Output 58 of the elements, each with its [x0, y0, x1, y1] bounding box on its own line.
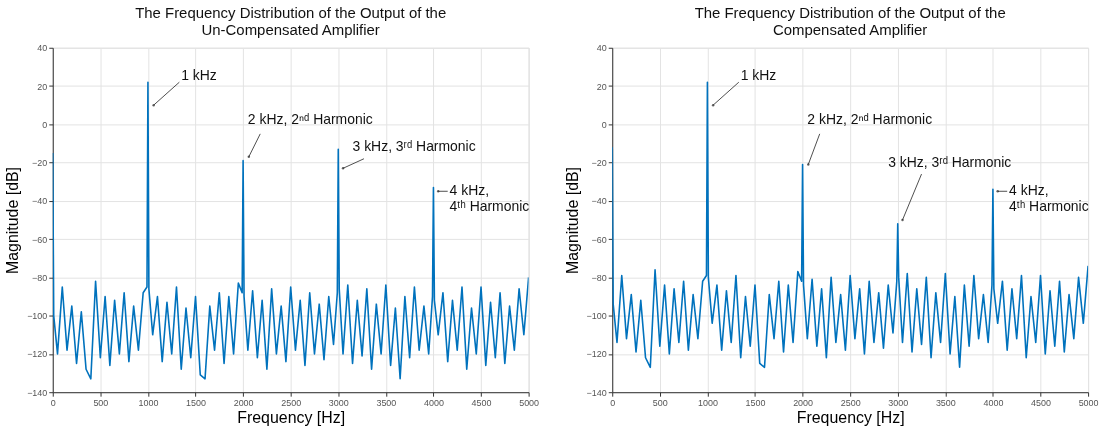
x-tick-label: 4000: [423, 397, 444, 408]
y-tick-label: −120: [27, 349, 48, 360]
x-tick-label: 1500: [745, 397, 766, 408]
y-tick-label: 40: [37, 43, 48, 54]
chart-title: The Frequency Distribution of the Output of the Compensated Amplifier: [694, 3, 1006, 38]
annotation: 2 kHz, 2ⁿᵈ Harmonic: [807, 111, 933, 128]
annotation: 3 kHz, 3ʳᵈ Harmonic: [352, 138, 476, 155]
annotation: 3 kHz, 3ʳᵈ Harmonic: [888, 153, 1012, 170]
y-tick-label: −120: [586, 349, 607, 360]
x-axis-title: Frequency [Hz]: [796, 408, 905, 426]
line-series: [612, 81, 1089, 369]
y-tick-label: −80: [591, 272, 607, 283]
y-axis-title: Magnitude [dB]: [4, 166, 22, 274]
x-tick-label: 5000: [1078, 397, 1099, 408]
x-tick-label: 2000: [233, 397, 254, 408]
x-tick-label: 3500: [935, 397, 956, 408]
x-tick-label: 500: [93, 397, 109, 408]
x-tick-label: 3000: [328, 397, 349, 408]
annotation: 4 kHz, 4ᵗʰ Harmonic: [1009, 182, 1089, 215]
x-axis-title: Frequency [Hz]: [237, 408, 346, 426]
line-series: [52, 81, 529, 380]
annotation: 2 kHz, 2ⁿᵈ Harmonic: [247, 111, 373, 128]
x-tick-label: 0: [50, 397, 56, 408]
y-tick-label: −20: [32, 158, 48, 169]
x-tick-label: 500: [652, 397, 668, 408]
y-tick-label: −20: [591, 158, 607, 169]
x-tick-label: 2000: [793, 397, 814, 408]
x-tick-label: 1000: [697, 397, 718, 408]
annotation: 4 kHz, 4ᵗʰ Harmonic: [449, 182, 530, 215]
y-tick-label: −40: [591, 196, 607, 207]
y-axis-title: Magnitude [dB]: [563, 166, 581, 274]
y-tick-label: −40: [32, 196, 48, 207]
y-tick-label: −100: [27, 311, 48, 322]
x-tick-label: 5000: [519, 397, 540, 408]
x-tick-label: 3000: [888, 397, 909, 408]
y-tick-label: −80: [32, 272, 48, 283]
x-tick-label: 2500: [840, 397, 861, 408]
y-tick-label: 0: [42, 119, 48, 130]
x-tick-label: 1500: [186, 397, 206, 408]
y-tick-label: −60: [32, 234, 48, 245]
x-tick-label: 4500: [471, 397, 492, 408]
y-tick-label: 20: [596, 81, 607, 92]
y-tick-label: 40: [596, 43, 607, 54]
x-tick-label: 0: [610, 397, 616, 408]
x-tick-label: 4500: [1031, 397, 1051, 408]
annotation: 1 kHz: [181, 67, 217, 84]
y-tick-label: −60: [591, 234, 607, 245]
y-tick-label: −140: [27, 387, 48, 398]
chart-title: The Frequency Distribution of the Output of the Un-Compensated Amplifier: [135, 3, 447, 38]
y-tick-label: 0: [601, 119, 607, 130]
y-tick-label: 20: [37, 81, 48, 92]
x-tick-label: 3500: [376, 397, 397, 408]
annotation: 1 kHz: [740, 67, 777, 84]
y-tick-label: −100: [586, 311, 607, 322]
x-tick-label: 4000: [983, 397, 1004, 408]
y-tick-label: −140: [586, 387, 607, 398]
x-tick-label: 2500: [281, 397, 302, 408]
x-tick-label: 1000: [138, 397, 159, 408]
